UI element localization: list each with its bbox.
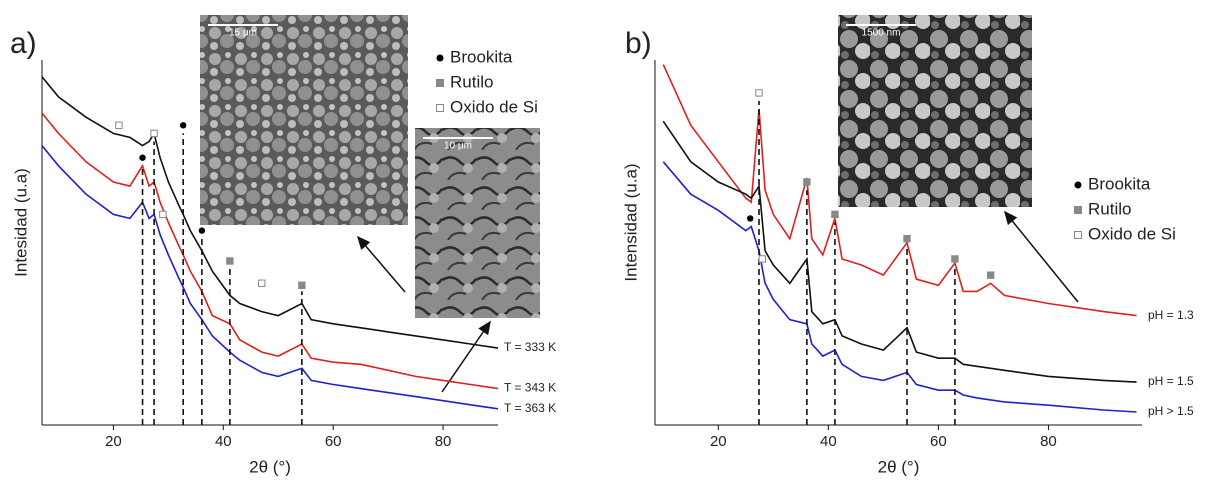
series-label: T = 363 K: [504, 401, 556, 415]
phase-marker: [151, 130, 157, 136]
legend-label: Oxido de Si: [450, 97, 538, 116]
x-tick-label: 80: [1040, 433, 1057, 450]
x-tick-label: 40: [215, 433, 232, 450]
series-label: T = 333 K: [504, 340, 556, 354]
arrow: [358, 237, 405, 292]
x-tick-label: 20: [105, 433, 122, 450]
y-axis-title: Intensidad (u.a): [621, 163, 640, 281]
scale-bar-label: 15 μm: [229, 28, 257, 39]
scale-bar-label: 10 μm: [444, 141, 472, 152]
x-tick-label: 40: [820, 433, 837, 450]
legend-symbol: [1075, 182, 1082, 189]
phase-marker: [832, 211, 838, 217]
y-axis-title: Intesidad (u.a): [11, 168, 30, 277]
series-label: pH = 1.3: [1148, 308, 1194, 322]
sem-image: [838, 15, 1032, 207]
phase-marker: [180, 122, 186, 128]
series-label: T = 343 K: [504, 381, 556, 395]
legend-label: Brookita: [450, 47, 513, 66]
panel-label: b): [625, 27, 652, 60]
phase-marker: [904, 236, 910, 242]
legend-label: Rutilo: [450, 72, 493, 91]
x-tick-label: 60: [325, 433, 342, 450]
phase-marker: [227, 258, 233, 264]
x-axis-title: 2θ (°): [249, 457, 291, 476]
phase-marker: [160, 211, 166, 217]
x-tick-label: 60: [930, 433, 947, 450]
legend-label: Rutilo: [1088, 199, 1131, 218]
legend-symbol: [437, 80, 444, 87]
phase-marker: [747, 215, 753, 221]
phase-marker: [116, 122, 122, 128]
phase-marker: [299, 282, 305, 288]
x-tick-label: 80: [435, 433, 452, 450]
phase-marker: [756, 90, 762, 96]
phase-marker: [259, 280, 265, 286]
series-label: pH = 1.5: [1148, 374, 1194, 388]
legend-symbol: [1075, 207, 1082, 214]
legend-symbol: [1075, 232, 1082, 239]
plots: 15 μm 10 μm 20 40 60 80 2θ (°) Intesidad (u.a) a…: [10, 15, 1194, 476]
panel-label: a): [10, 27, 37, 60]
series-label: pH > 1.5: [1148, 404, 1194, 418]
legend-label: Brookita: [1088, 174, 1151, 193]
x-axis-title: 2θ (°): [878, 457, 920, 476]
phase-marker: [804, 179, 810, 185]
x-tick-label: 20: [710, 433, 727, 450]
legend-symbol: [437, 105, 444, 112]
legend-label: Oxido de Si: [1088, 224, 1176, 243]
figure: 15 μm 10 μm 20 40 60 80 2θ (°) Intesidad (u.a) a…: [0, 0, 1216, 482]
phase-marker: [759, 256, 765, 262]
phase-marker: [952, 256, 958, 262]
scale-bar-label: 1500 nm: [862, 28, 901, 39]
sem-image: [200, 15, 408, 225]
phase-marker: [987, 272, 993, 278]
phase-marker: [199, 227, 205, 233]
phase-marker: [139, 155, 145, 161]
legend-symbol: [437, 55, 444, 62]
arrow: [1005, 212, 1078, 302]
sem-image: [415, 128, 540, 318]
